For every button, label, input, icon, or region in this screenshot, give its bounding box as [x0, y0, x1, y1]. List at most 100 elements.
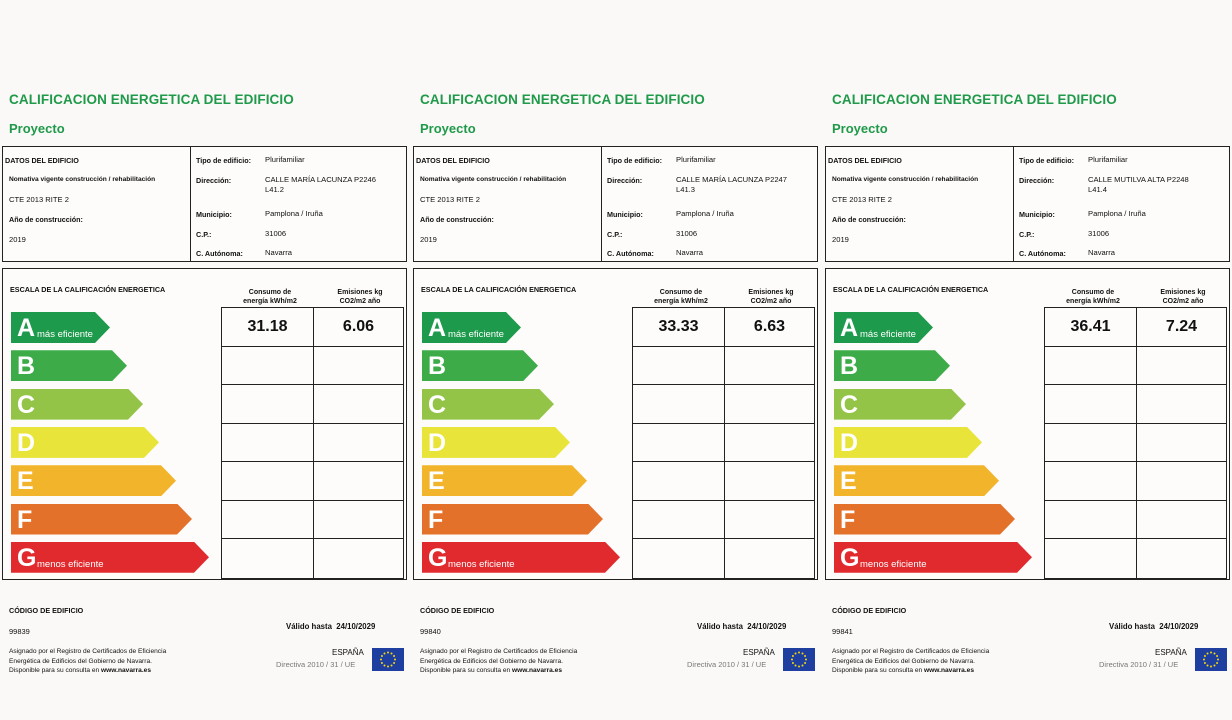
grid-row-b [222, 346, 403, 385]
grade-letter: B [428, 352, 447, 381]
grid-row-f [222, 500, 403, 539]
grade-arrow-b: B [834, 350, 950, 381]
autonoma-value: Navarra [676, 248, 704, 257]
eu-star [801, 652, 804, 655]
emisiones-cell [314, 501, 403, 539]
grid-row-e [1045, 462, 1226, 501]
emisiones-cell [725, 424, 814, 462]
consumo-cell [222, 385, 314, 423]
cp-value: 31006 [265, 229, 287, 238]
building-data-left: DATOS DEL EDIFICIO Nomativa vigente cons… [826, 147, 1014, 261]
valid-until: Válido hasta 24/10/2029 [697, 622, 786, 631]
rating-grid: 33.33 6.63 [632, 307, 815, 579]
grade-letter: F [428, 505, 444, 534]
direccion-value-2: L41.3 [676, 185, 696, 194]
ano-label: Año de construcción: [420, 215, 494, 224]
ano-value: 2019 [832, 235, 849, 244]
grade-arrow-e: E [11, 465, 176, 496]
registry-note-line1: Asignado por el Registro de Certificados… [832, 648, 990, 655]
eu-star [1206, 664, 1209, 667]
consumo-header-line2: energía kWh/m2 [243, 298, 297, 305]
emisiones-cell [1137, 501, 1226, 539]
registry-link[interactable]: www.navarra.es [924, 667, 974, 674]
registry-note-line2: Energética de Edificios del Gobierno de … [420, 657, 563, 665]
eu-star [805, 658, 807, 661]
emisiones-header-line1: Emisiones kg [1160, 289, 1206, 296]
consumo-cell [1045, 423, 1137, 461]
codigo-label: CÓDIGO DE EDIFICIO [420, 606, 495, 615]
building-data-left: DATOS DEL EDIFICIO Nomativa vigente cons… [3, 147, 191, 261]
registry-note-line1: Asignado por el Registro de Certificados… [9, 648, 167, 655]
grid-row-f [633, 500, 814, 539]
registry-note-line3: Disponible para su consulta en www.navar… [420, 666, 577, 676]
grid-row-f [1045, 500, 1226, 539]
consumo-header-line1: Consumo de [659, 289, 703, 296]
municipio-value: Pamplona / Iruña [676, 209, 734, 218]
consumo-header-line1: Consumo de [1071, 289, 1115, 296]
ano-value: 2019 [420, 235, 437, 244]
grade-letter: D [428, 428, 447, 457]
autonoma-value: Navarra [1088, 248, 1116, 257]
municipio-label: Municipio: [607, 210, 643, 219]
grade-letter: D [840, 428, 859, 457]
eu-star [387, 665, 389, 668]
energy-certificate-3: CALIFICACION ENERGETICA DEL EDIFICIO Pro… [823, 0, 1232, 720]
registry-note-text: Disponible para su consulta en [832, 667, 923, 674]
eu-star [798, 651, 800, 654]
grade-letter: F [17, 505, 33, 534]
grid-row-b [1045, 346, 1226, 385]
autonoma-label: C. Autónoma: [607, 249, 654, 258]
most-efficient-label: más eficiente [860, 329, 916, 340]
grid-row-d [633, 423, 814, 462]
datos-label: DATOS DEL EDIFICIO [416, 156, 490, 165]
eu-star [794, 652, 797, 655]
eu-star [394, 658, 396, 661]
cp-label: C.P.: [607, 230, 623, 239]
direccion-value-2: L41.2 [265, 185, 285, 194]
directiva-label: Directiva 2010 / 31 / UE [687, 660, 767, 669]
energy-scale-panel: ESCALA DE LA CALIFICACIÓN ENERGETICA Con… [2, 268, 407, 580]
valid-until-label: Válido hasta [286, 622, 332, 631]
emisiones-cell [725, 539, 814, 578]
grid-row-c [633, 385, 814, 424]
rating-grid: 31.18 6.06 [221, 307, 404, 579]
valid-until-date: 24/10/2029 [747, 622, 787, 631]
grid-row-a: 31.18 6.06 [222, 308, 403, 347]
registry-link[interactable]: www.navarra.es [512, 667, 562, 674]
eu-star [1203, 658, 1205, 661]
consumo-cell [1045, 500, 1137, 538]
eu-star [393, 655, 396, 657]
valid-until-label: Válido hasta [1109, 622, 1155, 631]
eu-star [798, 665, 800, 668]
tipo-value: Plurifamiliar [265, 155, 305, 164]
consumo-header-line2: energía kWh/m2 [654, 298, 708, 305]
grade-letter: F [840, 505, 856, 534]
scale-title: ESCALA DE LA CALIFICACIÓN ENERGETICA [10, 285, 166, 294]
consumo-header: Consumo de energía kWh/m2 [636, 288, 726, 306]
eu-star [791, 655, 794, 657]
emisiones-cell [314, 539, 403, 578]
normativa-value: CTE 2013 RITE 2 [420, 195, 480, 204]
building-data-panel: DATOS DEL EDIFICIO Nomativa vigente cons… [413, 146, 818, 262]
grade-letter: C [840, 390, 859, 419]
grade-letter: G [840, 543, 860, 572]
eu-star [387, 651, 389, 654]
grade-arrow-d: D [11, 427, 159, 458]
municipio-value: Pamplona / Iruña [1088, 209, 1146, 218]
certificate-title: CALIFICACION ENERGETICA DEL EDIFICIO [9, 92, 294, 107]
emisiones-cell [314, 347, 403, 385]
grid-row-e [222, 462, 403, 501]
grade-letter: G [17, 543, 37, 572]
eu-star [380, 655, 383, 657]
codigo-value: 99840 [420, 627, 441, 636]
emisiones-cell [725, 462, 814, 500]
certificate-subtitle: Proyecto [420, 121, 476, 136]
registry-note: Asignado por el Registro de Certificados… [832, 647, 989, 676]
least-efficient-label: menos eficiente [448, 558, 515, 570]
registry-link[interactable]: www.navarra.es [101, 667, 151, 674]
eu-flag-icon [783, 648, 815, 671]
tipo-label: Tipo de edificio: [1019, 156, 1074, 165]
emisiones-cell [1137, 347, 1226, 385]
